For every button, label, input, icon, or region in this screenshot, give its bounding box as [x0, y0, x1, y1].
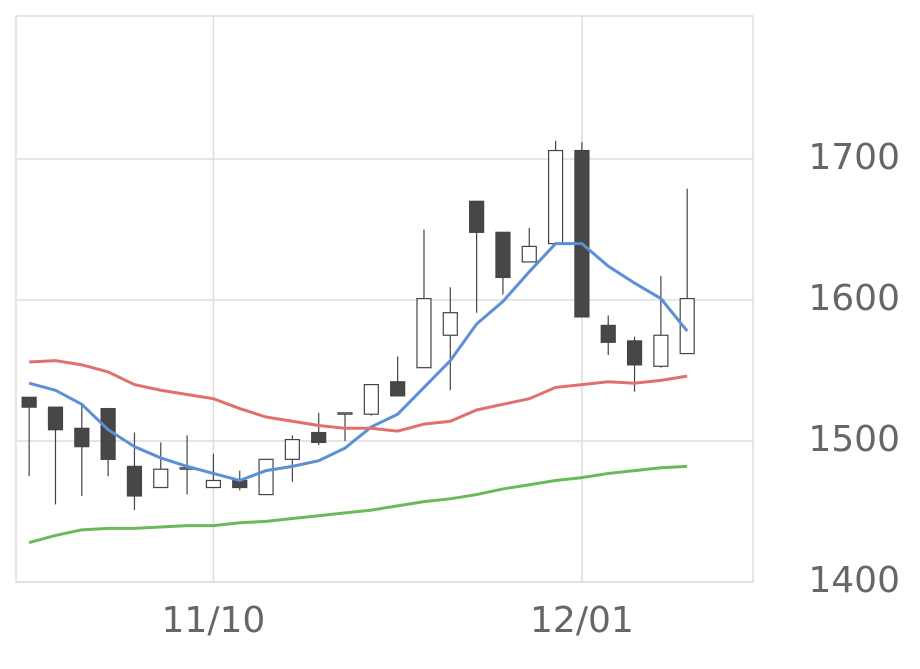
x-tick-label: 12/01 — [530, 600, 634, 641]
y-tick-label: 1600 — [808, 278, 900, 319]
candle-body — [626, 340, 643, 366]
y-tick-label: 1700 — [808, 137, 900, 178]
candle-body — [547, 149, 564, 245]
candle-body — [153, 468, 169, 489]
candle-body — [74, 427, 90, 448]
candle-body — [126, 465, 143, 497]
moving-average-line — [29, 359, 688, 433]
candle-body — [337, 412, 353, 415]
candle-body — [653, 334, 669, 367]
candle-body — [284, 438, 300, 460]
plot-frame — [15, 15, 754, 583]
candle-body — [679, 297, 695, 355]
candle-body — [495, 231, 511, 279]
candle-body — [311, 431, 327, 444]
moving-average-line — [28, 464, 688, 544]
candle-body — [258, 458, 274, 496]
candle-body — [390, 381, 406, 397]
candle-body — [416, 297, 432, 369]
y-tick-label: 1400 — [808, 560, 900, 601]
candle-body — [363, 384, 379, 415]
candle-body — [574, 149, 590, 318]
x-tick-label: 11/10 — [162, 600, 266, 641]
y-tick-label: 1500 — [808, 419, 900, 460]
moving-average-line — [28, 242, 689, 483]
candle-body — [521, 245, 537, 263]
candle-body — [469, 200, 485, 233]
candle-body — [47, 406, 64, 431]
candle-body — [442, 312, 458, 336]
candle-body — [21, 396, 37, 408]
candle-body — [600, 324, 616, 343]
candle-body — [205, 479, 222, 489]
